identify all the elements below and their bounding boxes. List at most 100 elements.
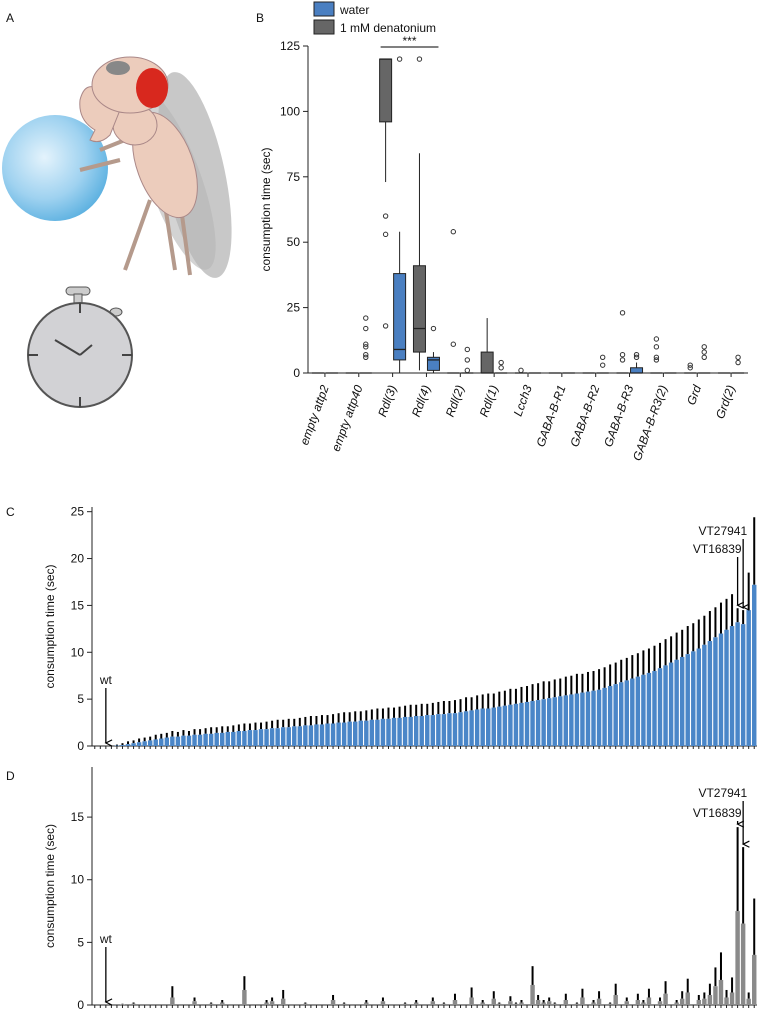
outlier bbox=[363, 351, 369, 358]
bar bbox=[264, 1002, 269, 1005]
bar bbox=[463, 711, 469, 746]
bar bbox=[369, 719, 375, 746]
bar bbox=[292, 726, 297, 746]
x-tick-label: GABA-B-R3(2) bbox=[630, 383, 670, 462]
outlier bbox=[450, 341, 457, 347]
bar bbox=[497, 706, 502, 746]
bar bbox=[192, 1001, 197, 1005]
outlier bbox=[363, 325, 369, 332]
bar bbox=[707, 994, 713, 1005]
bar bbox=[181, 735, 186, 746]
bar bbox=[480, 708, 485, 746]
x-tick-label: Grd bbox=[684, 383, 704, 407]
bar bbox=[508, 704, 513, 746]
fly-illustration bbox=[2, 56, 232, 278]
bar bbox=[170, 736, 175, 746]
bar bbox=[402, 1003, 408, 1005]
outlier bbox=[396, 56, 403, 62]
bar bbox=[652, 671, 657, 746]
y-axis-label: consumption time (sec) bbox=[43, 564, 57, 688]
bar bbox=[203, 733, 208, 746]
bar bbox=[136, 742, 142, 746]
bar bbox=[142, 741, 147, 746]
y-tick-label: 125 bbox=[280, 39, 300, 53]
y-axis-label: consumption time (sec) bbox=[259, 147, 273, 271]
y-tick-label: 75 bbox=[287, 170, 301, 184]
bar bbox=[707, 641, 713, 746]
bar bbox=[641, 1002, 646, 1005]
bar bbox=[314, 724, 319, 746]
bar bbox=[164, 737, 170, 746]
bar bbox=[469, 710, 474, 746]
annotation: VT16839 bbox=[693, 542, 742, 556]
bar bbox=[696, 648, 702, 746]
bar bbox=[330, 999, 336, 1005]
box bbox=[480, 351, 494, 374]
y-axis-label: consumption time (sec) bbox=[43, 824, 57, 948]
outlier bbox=[653, 357, 660, 363]
bar bbox=[541, 699, 546, 746]
bar bbox=[646, 672, 652, 746]
bar bbox=[297, 726, 303, 746]
bar bbox=[574, 693, 580, 746]
bar bbox=[413, 716, 419, 746]
y-tick-label: 10 bbox=[71, 645, 85, 659]
x-tick-label: Rdl(3) bbox=[375, 383, 399, 418]
bar bbox=[242, 731, 247, 746]
outlier bbox=[735, 354, 741, 361]
bar bbox=[563, 695, 569, 746]
bar bbox=[364, 720, 369, 746]
bar bbox=[657, 668, 663, 746]
bar bbox=[269, 728, 275, 746]
bar bbox=[740, 624, 746, 746]
bar bbox=[258, 729, 264, 746]
bar bbox=[220, 732, 225, 746]
bar bbox=[308, 725, 314, 746]
bar bbox=[452, 999, 458, 1005]
bar bbox=[724, 997, 729, 1005]
bar bbox=[375, 719, 380, 746]
bar bbox=[752, 954, 757, 1005]
bar bbox=[441, 714, 447, 746]
bar bbox=[657, 1001, 663, 1005]
bar bbox=[646, 997, 652, 1005]
y-tick-label: 5 bbox=[77, 935, 84, 949]
box bbox=[630, 367, 644, 374]
x-tick-label: Grd(2) bbox=[713, 383, 738, 420]
outlier bbox=[498, 365, 504, 371]
bar bbox=[541, 1002, 546, 1005]
y-tick-label: 0 bbox=[293, 366, 300, 380]
legend-swatch bbox=[313, 19, 335, 35]
bar bbox=[519, 1002, 524, 1005]
bar bbox=[607, 686, 613, 746]
y-tick-label: 20 bbox=[71, 552, 85, 566]
bar bbox=[580, 997, 585, 1005]
outlier bbox=[633, 351, 640, 358]
bar bbox=[613, 684, 618, 746]
bar bbox=[280, 998, 286, 1005]
outlier bbox=[518, 367, 524, 374]
bar bbox=[436, 714, 441, 746]
bar bbox=[131, 743, 136, 746]
outlier bbox=[599, 354, 606, 361]
annotation: VT16839 bbox=[693, 806, 742, 820]
bar bbox=[513, 1003, 519, 1005]
bar bbox=[347, 721, 352, 746]
bar bbox=[635, 999, 641, 1005]
bar bbox=[585, 691, 591, 746]
bar bbox=[546, 698, 552, 746]
panel-label: B bbox=[256, 11, 264, 25]
bar bbox=[530, 984, 535, 1005]
x-tick-label: empty attp40 bbox=[329, 383, 366, 453]
bar bbox=[336, 722, 341, 746]
outlier bbox=[653, 354, 660, 361]
box bbox=[379, 58, 393, 123]
bar bbox=[663, 993, 668, 1005]
bar bbox=[430, 1001, 436, 1005]
outlier bbox=[653, 344, 660, 350]
bar bbox=[280, 727, 286, 746]
panel-label: C bbox=[6, 505, 15, 519]
y-tick-label: 5 bbox=[77, 692, 84, 706]
bar bbox=[197, 734, 203, 746]
